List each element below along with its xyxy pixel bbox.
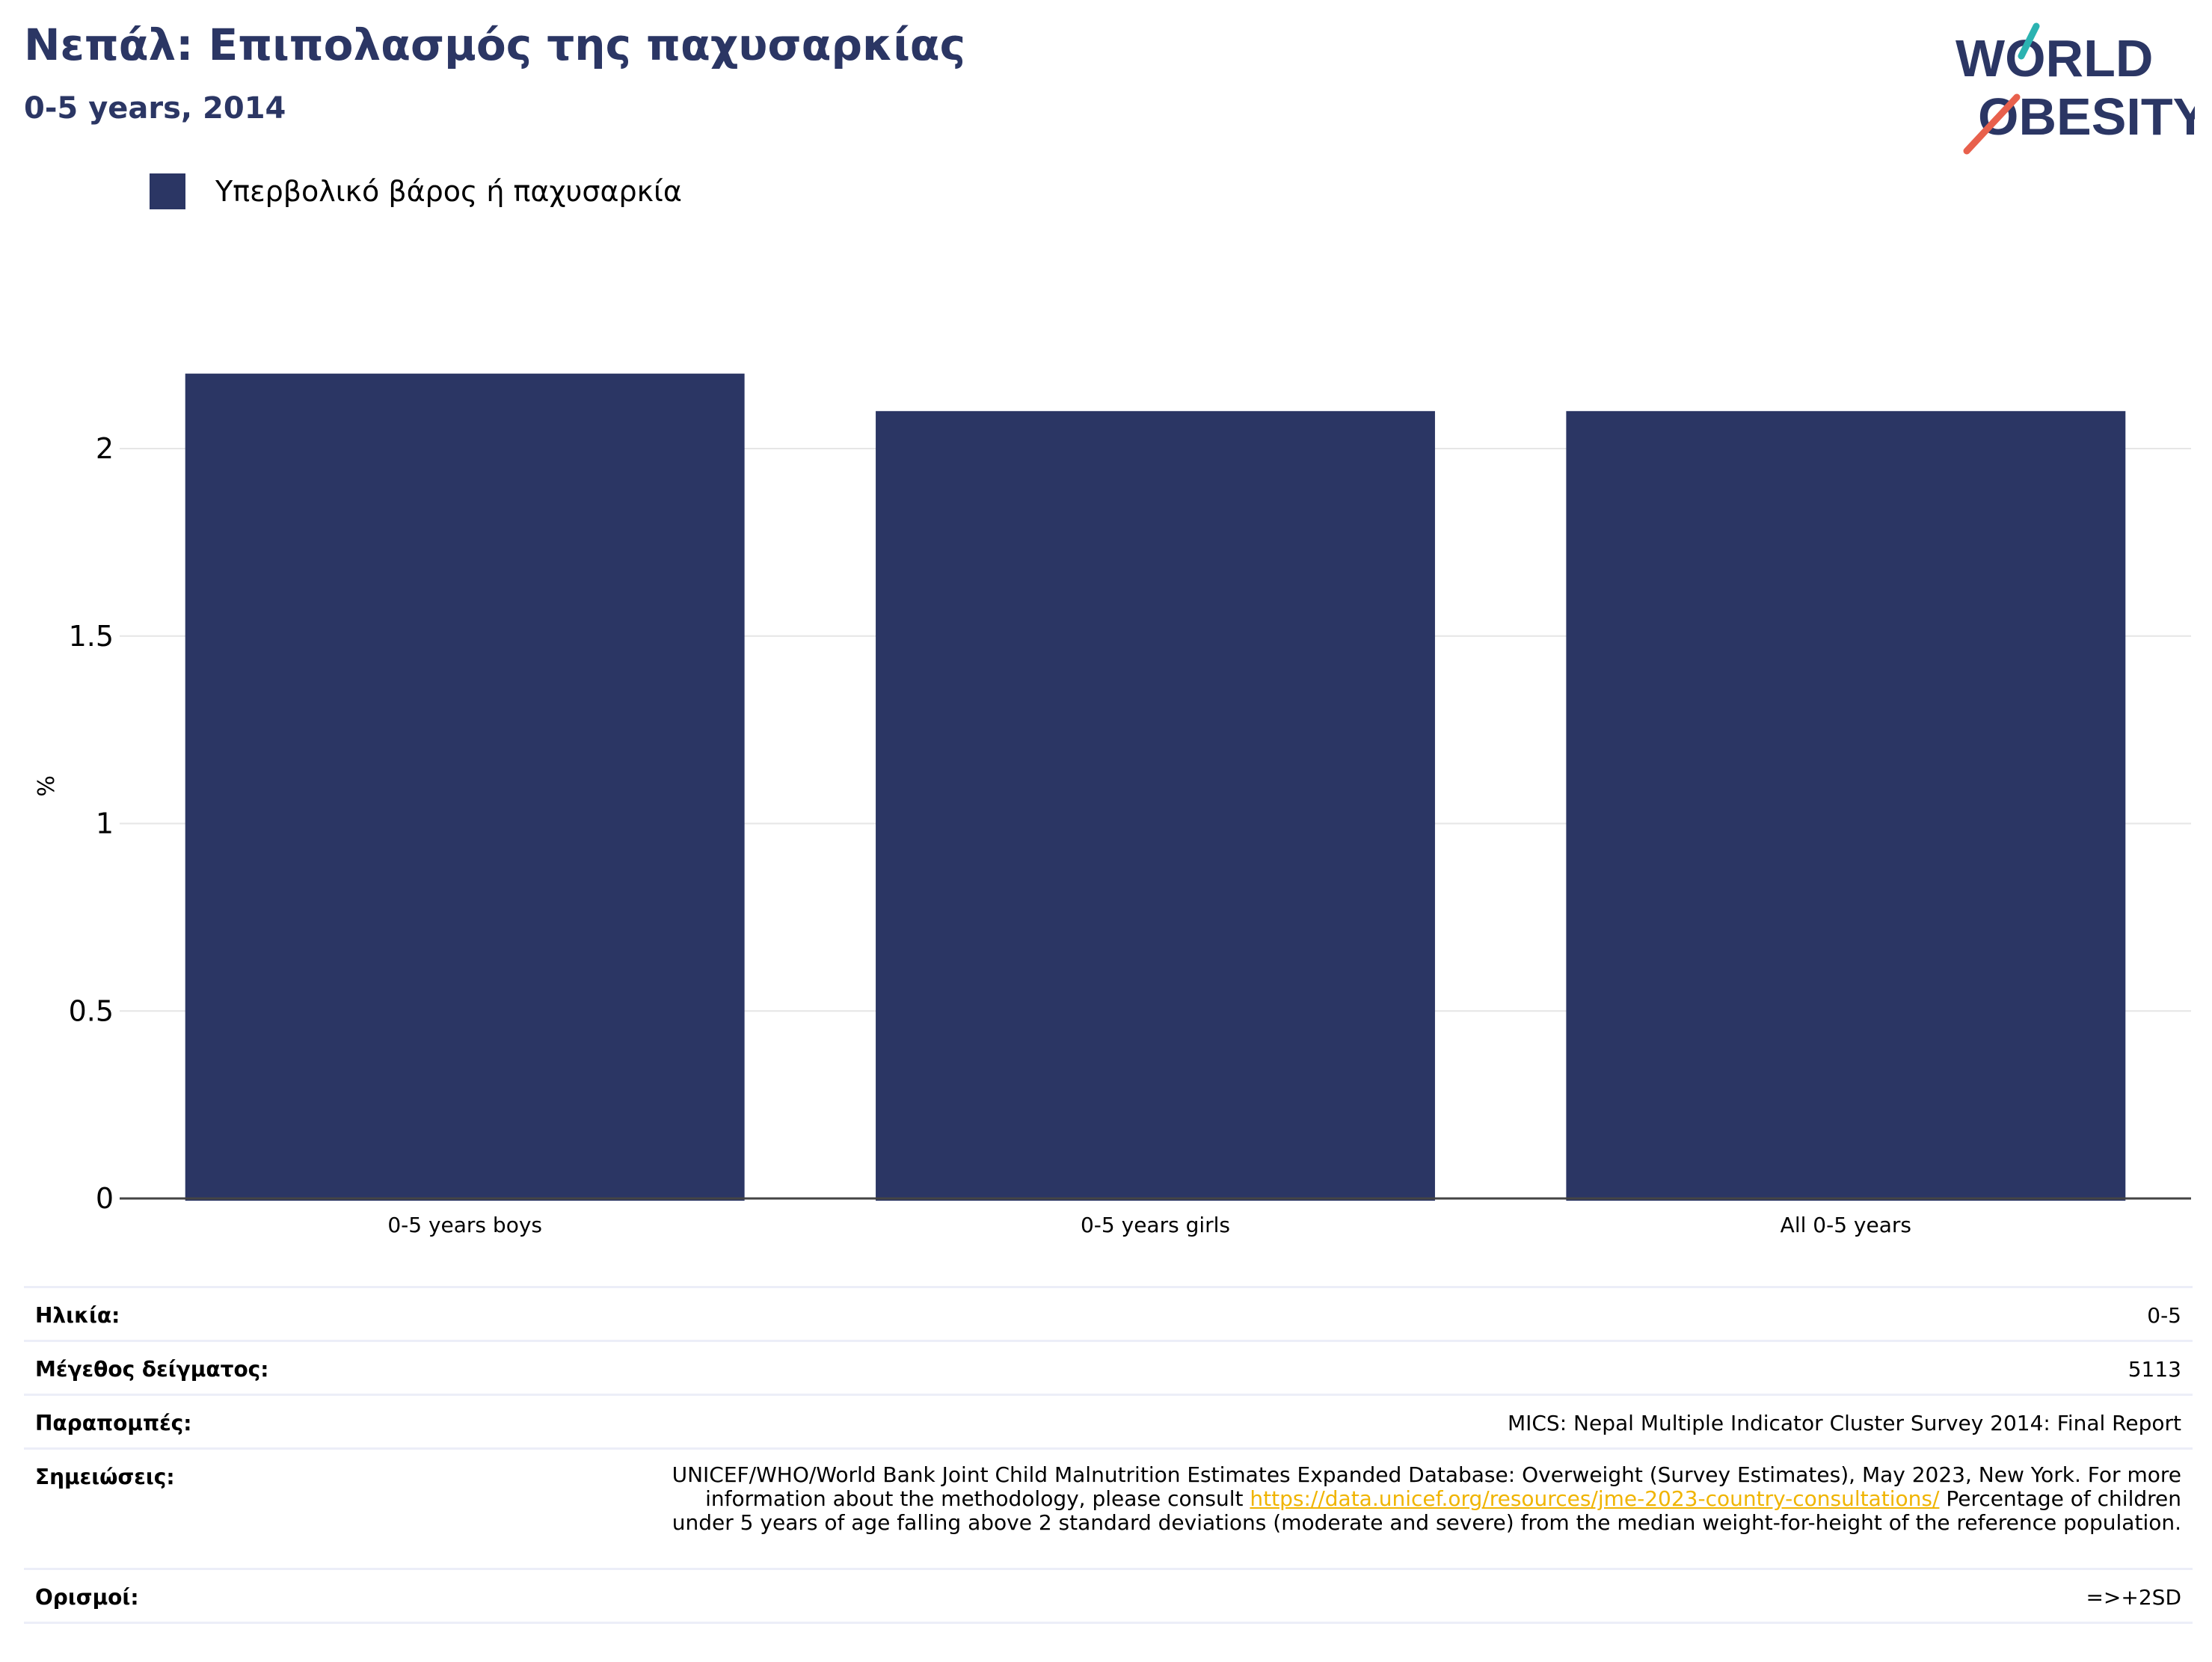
info-row-references: Παραπομπές: MICS: Nepal Multiple Indicat… [24, 1394, 2193, 1447]
x-tick-label: 0-5 years boys [387, 1213, 542, 1237]
y-tick-label: 0.5 [69, 994, 114, 1027]
definitions-label: Ορισμοί: [35, 1585, 139, 1610]
definitions-value: =>+2SD [2086, 1585, 2181, 1610]
logo-slash-top [2018, 22, 2040, 60]
y-tick-label: 2 [96, 432, 114, 465]
info-row-definitions: Ορισμοί: =>+2SD [24, 1568, 2193, 1624]
world-obesity-logo: WORLD OBESITY [1956, 22, 2195, 155]
sample-size-label: Μέγεθος δείγματος: [35, 1357, 269, 1382]
age-value: 0-5 [2147, 1303, 2181, 1328]
sample-size-value: 5113 [2127, 1357, 2181, 1382]
y-tick-label: 0 [96, 1182, 114, 1215]
bar [876, 410, 1435, 1201]
info-row-notes: Σημειώσεις: UNICEF/WHO/World Bank Joint … [24, 1447, 2193, 1568]
references-label: Παραπομπές: [35, 1411, 192, 1435]
x-tick-label: All 0-5 years [1781, 1213, 1911, 1237]
legend-swatch [150, 173, 185, 209]
info-row-age: Ηλικία: 0-5 [24, 1286, 2193, 1340]
info-row-sample-size: Μέγεθος δείγματος: 5113 [24, 1340, 2193, 1394]
notes-label: Σημειώσεις: [35, 1465, 175, 1489]
chart-legend[interactable]: Υπερβολικό βάρος ή παχυσαρκία [150, 173, 682, 209]
logo-slash-bottom [1963, 93, 2021, 155]
age-label: Ηλικία: [35, 1303, 120, 1328]
notes-text-after: Percentage of children under 5 years of … [672, 1486, 2181, 1535]
bar [185, 373, 745, 1201]
notes-value: UNICEF/WHO/World Bank Joint Child Malnut… [648, 1450, 2181, 1568]
info-table: Ηλικία: 0-5 Μέγεθος δείγματος: 5113 Παρα… [24, 1286, 2193, 1624]
legend-label: Υπερβολικό βάρος ή παχυσαρκία [215, 175, 682, 208]
references-value: MICS: Nepal Multiple Indicator Cluster S… [1507, 1411, 2181, 1435]
bar [1566, 410, 2126, 1201]
notes-text-before: UNICEF/WHO/World Bank Joint Child Malnut… [672, 1462, 2181, 1511]
methodology-link[interactable]: https://data.unicef.org/resources/jme-20… [1250, 1486, 1940, 1511]
x-tick-label: 0-5 years girls [1081, 1213, 1230, 1237]
logo-line1: WORLD [1956, 29, 2153, 87]
bar-chart: 0 0.5 1 1.5 2% 0-5 years boys 0-5 years girls A… [34, 373, 2191, 1237]
page-title: Νεπάλ: Επιπολασμός της παχυσαρκίας [24, 19, 966, 70]
y-tick-label: 1 [96, 807, 114, 840]
y-tick-label: 1.5 [69, 620, 114, 653]
page-subtitle: 0-5 years, 2014 [24, 91, 286, 126]
y-axis-label: % [34, 775, 60, 797]
